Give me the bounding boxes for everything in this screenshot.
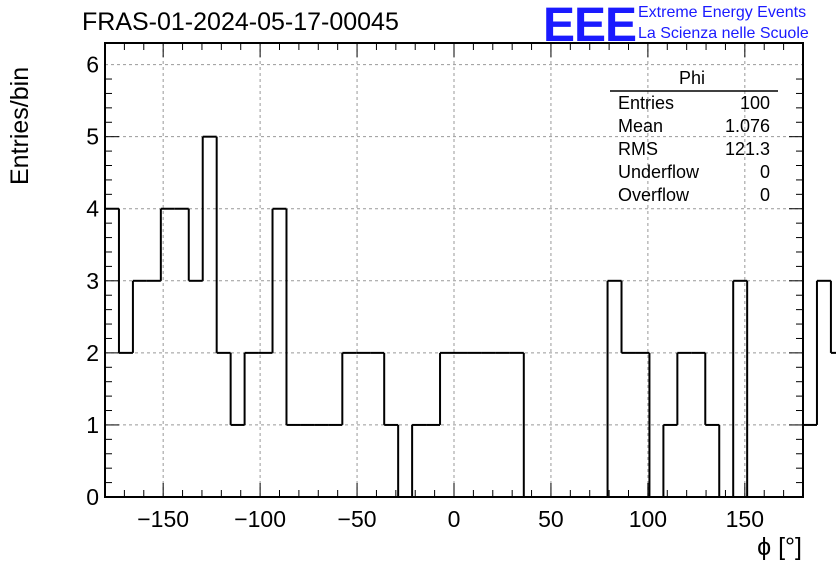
x-tick-label: 0 bbox=[448, 506, 461, 532]
stats-label: Overflow bbox=[618, 185, 690, 205]
stats-row-rms: RMS 121.3 bbox=[618, 139, 770, 160]
stats-value: 121.3 bbox=[724, 139, 770, 159]
x-tick-label: 100 bbox=[629, 506, 667, 532]
x-axis-label: ϕ [°] bbox=[757, 533, 802, 561]
plot-title: FRAS-01-2024-05-17-00045 bbox=[82, 8, 399, 36]
stats-row-entries: Entries 100 bbox=[618, 93, 770, 114]
y-tick-label: 3 bbox=[86, 268, 99, 294]
x-tick-label: 150 bbox=[726, 506, 764, 532]
eee-logo: EEE bbox=[543, 0, 637, 52]
y-axis-label: Entries/bin bbox=[6, 66, 34, 185]
stats-label: Underflow bbox=[618, 162, 700, 182]
logo-line-2: La Scienza nelle Scuole bbox=[638, 25, 809, 42]
stats-title: Phi bbox=[679, 68, 706, 88]
stats-row-underflow: Underflow 0 bbox=[618, 162, 770, 183]
x-tick-label: −150 bbox=[137, 506, 189, 532]
stats-label: Entries bbox=[618, 93, 675, 113]
logo-line-1: Extreme Energy Events bbox=[638, 4, 807, 21]
axis-ticks bbox=[104, 43, 804, 498]
y-tick-label: 5 bbox=[86, 124, 99, 150]
stats-label: Mean bbox=[618, 116, 664, 136]
stats-value: 1.076 bbox=[724, 116, 770, 136]
stats-row-overflow: Overflow 0 bbox=[618, 185, 770, 206]
tick-labels: 0 1 2 3 4 5 6 −150 −100 −50 0 50 100 150 bbox=[86, 52, 764, 532]
y-tick-label: 4 bbox=[86, 196, 99, 222]
stats-value: 100 bbox=[739, 93, 770, 113]
y-tick-label: 1 bbox=[86, 412, 99, 438]
stats-value: 0 bbox=[759, 185, 770, 205]
y-tick-label: 2 bbox=[86, 340, 99, 366]
x-tick-label: 50 bbox=[538, 506, 564, 532]
x-tick-label: −50 bbox=[338, 506, 377, 532]
stats-row-mean: Mean 1.076 bbox=[618, 116, 770, 137]
y-tick-label: 6 bbox=[86, 52, 99, 78]
stats-label: RMS bbox=[618, 139, 658, 159]
y-tick-label: 0 bbox=[86, 484, 99, 510]
x-tick-label: −100 bbox=[234, 506, 286, 532]
stats-value: 0 bbox=[759, 162, 770, 182]
